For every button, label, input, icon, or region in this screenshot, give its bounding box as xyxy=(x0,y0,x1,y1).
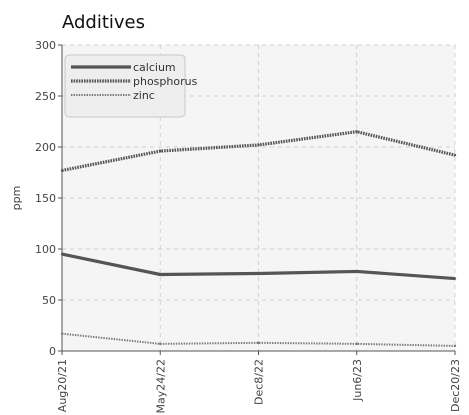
y-axis-ticks: 0 50 100 150 200 250 300 xyxy=(35,39,62,358)
data-point-phosphorus xyxy=(159,149,162,153)
data-point-phosphorus xyxy=(355,130,358,133)
data-point-zinc xyxy=(257,341,260,345)
x-tick-label: Aug20/21 xyxy=(56,359,69,412)
data-point-zinc xyxy=(60,332,64,335)
data-point-zinc xyxy=(453,344,457,348)
legend-label-phosphorus: phosphorus xyxy=(133,75,198,88)
y-tick-label: 200 xyxy=(35,141,56,154)
legend-label-zinc: zinc xyxy=(133,89,155,102)
series-calcium xyxy=(60,252,457,281)
data-point-calcium xyxy=(159,273,162,276)
x-tick-label: May24/22 xyxy=(154,359,167,413)
y-tick-label: 100 xyxy=(35,243,56,256)
y-tick-label: 250 xyxy=(35,90,56,103)
x-tick-label: Jun6/23 xyxy=(351,359,364,402)
data-point-zinc xyxy=(355,342,358,346)
data-point-zinc xyxy=(159,342,162,346)
legend-label-calcium: calcium xyxy=(133,61,176,74)
series-zinc xyxy=(60,332,457,348)
x-axis-ticks: Aug20/21 May24/22 Dec8/22 Jun6/23 Dec20/23 xyxy=(56,351,462,413)
data-point-phosphorus xyxy=(60,169,64,172)
data-point-phosphorus xyxy=(257,143,260,147)
y-axis-title: ppm xyxy=(10,186,23,211)
x-tick-label: Dec20/23 xyxy=(449,359,462,412)
y-tick-label: 0 xyxy=(49,345,56,358)
series-phosphorus xyxy=(60,130,457,173)
data-point-calcium xyxy=(355,270,358,273)
y-tick-label: 300 xyxy=(35,39,56,52)
legend-box xyxy=(64,54,186,118)
y-tick-label: 50 xyxy=(42,294,56,307)
data-point-calcium xyxy=(60,252,64,256)
y-tick-label: 150 xyxy=(35,192,56,205)
chart-title: Additives xyxy=(62,12,145,33)
series-line-zinc xyxy=(61,332,456,347)
series-lines xyxy=(60,130,457,348)
data-point-calcium xyxy=(453,277,457,280)
data-point-calcium xyxy=(257,272,260,275)
data-point-phosphorus xyxy=(453,153,457,157)
grid-lines xyxy=(62,44,456,351)
x-tick-label: Dec8/22 xyxy=(253,359,266,405)
